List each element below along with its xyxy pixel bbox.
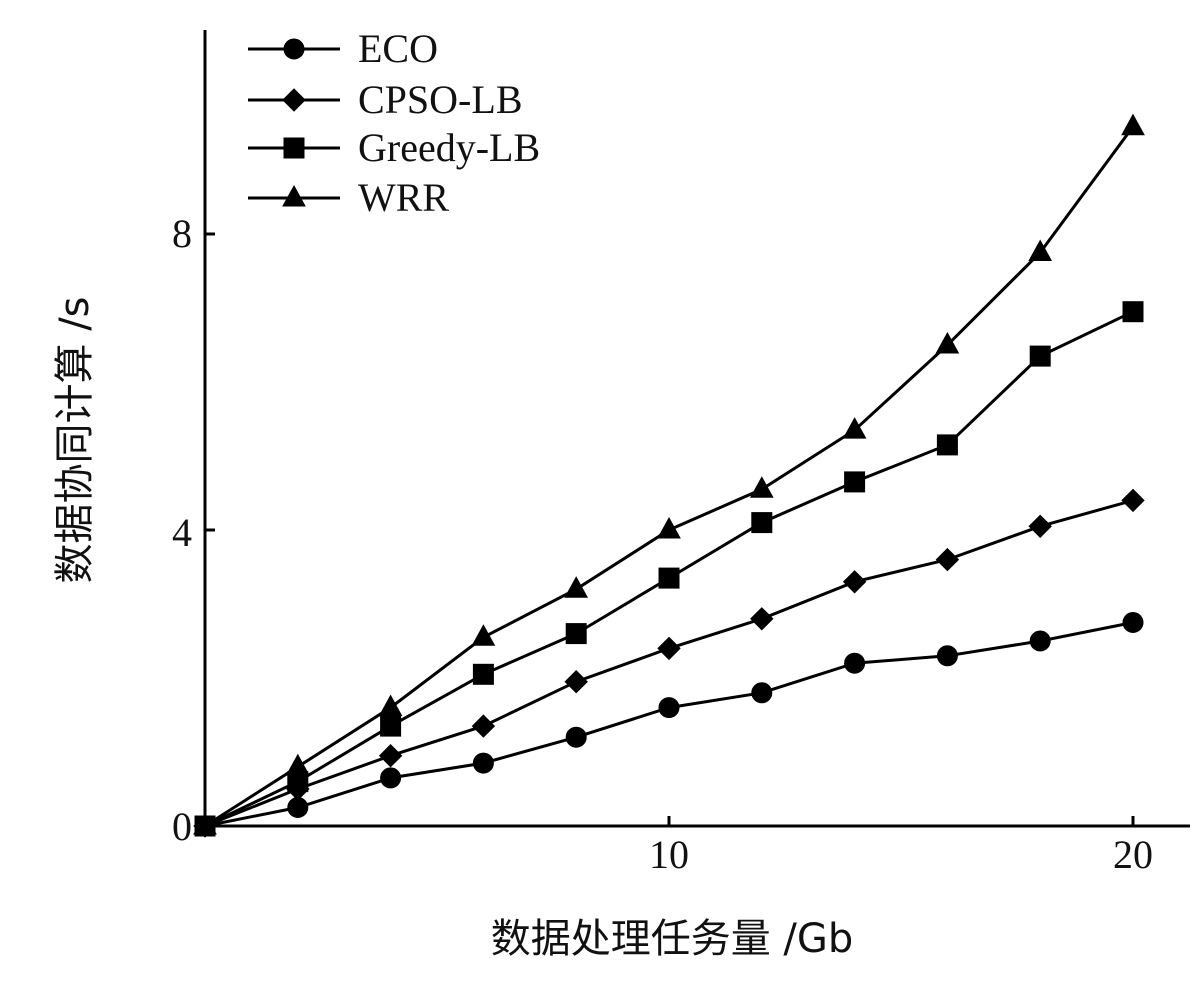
y-tick-label: 4 [172, 510, 192, 555]
data-point-greedy-lb [1122, 301, 1144, 323]
data-point-wrr [285, 753, 310, 776]
series-cpso-lb [193, 488, 1145, 838]
data-point-eco [844, 652, 866, 674]
legend-label-eco: ECO [358, 26, 438, 71]
data-point-cpso-lb [935, 547, 960, 572]
data-point-greedy-lb [936, 434, 958, 456]
data-point-cpso-lb [657, 636, 681, 661]
legend: ECO CPSO-LB Greedy-LB WRR [248, 26, 540, 220]
data-point-cpso-lb [564, 669, 588, 694]
data-point-greedy-lb [658, 567, 680, 589]
data-point-cpso-lb [1028, 514, 1052, 539]
data-point-wrr [1028, 239, 1053, 261]
data-point-eco [565, 726, 587, 748]
series-line-cpso-lb [204, 498, 1134, 828]
legend-marker-cpso-lb [282, 88, 306, 112]
series-line-wrr [204, 125, 1135, 828]
data-point-eco [472, 752, 494, 774]
legend-label-greedy-lb: Greedy-LB [358, 125, 540, 170]
data-point-wrr [471, 624, 496, 646]
data-point-eco [1122, 612, 1144, 633]
data-point-cpso-lb [842, 570, 867, 594]
data-point-eco [1029, 630, 1051, 652]
data-point-greedy-lb [751, 512, 773, 534]
series-wrr [193, 113, 1145, 835]
data-point-greedy-lb [380, 715, 402, 737]
data-point-eco [380, 767, 402, 789]
data-point-cpso-lb [471, 714, 496, 738]
legend-marker-wrr [282, 184, 306, 207]
y-axis-title: 数据协同计算 /s [52, 296, 98, 583]
legend-marker-eco [283, 38, 305, 60]
y-tick-label: 8 [172, 211, 192, 256]
legend-marker-greedy-lb [283, 137, 305, 159]
data-point-greedy-lb [844, 471, 866, 493]
data-point-wrr [935, 331, 960, 354]
data-point-wrr [1121, 113, 1145, 136]
data-point-eco [751, 682, 773, 704]
legend-label-cpso-lb: CPSO-LB [358, 77, 523, 122]
legend-label-wrr: WRR [358, 175, 449, 220]
plot-area [193, 113, 1145, 838]
data-point-greedy-lb [565, 623, 587, 645]
data-point-greedy-lb [472, 663, 494, 685]
data-point-eco [658, 697, 680, 719]
data-point-wrr [564, 576, 589, 598]
data-point-wrr [657, 516, 681, 539]
data-point-greedy-lb [1029, 345, 1051, 367]
data-point-cpso-lb [1121, 488, 1145, 513]
x-tick-label: 10 [649, 832, 689, 877]
data-point-wrr [749, 476, 774, 498]
y-tick-label: 0 [172, 804, 192, 849]
x-tick-label: 20 [1113, 832, 1153, 877]
data-point-wrr [842, 417, 867, 439]
data-point-eco [936, 645, 958, 667]
data-point-cpso-lb [378, 743, 403, 768]
x-axis-title: 数据处理任务量 /Gb [491, 916, 854, 962]
series-greedy-lb [194, 301, 1144, 837]
data-point-cpso-lb [750, 607, 774, 631]
data-point-wrr [378, 694, 403, 717]
data-point-wrr [193, 812, 217, 835]
